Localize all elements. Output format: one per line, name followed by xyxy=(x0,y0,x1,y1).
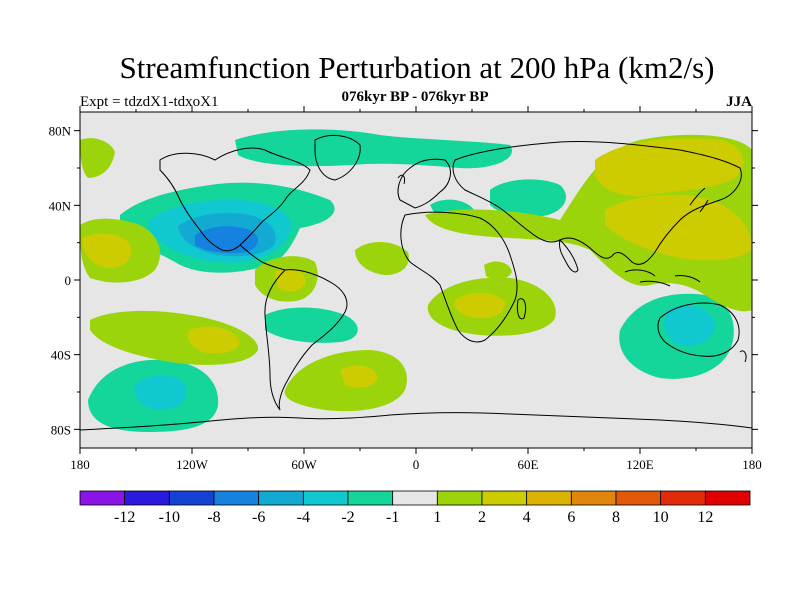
colorbar-swatch xyxy=(615,490,662,506)
lat-label: 80N xyxy=(49,124,72,139)
colorbar-label: -6 xyxy=(252,509,265,526)
chart-subtitle: 076kyr BP - 076kyr BP xyxy=(341,89,489,105)
latitude-labels: 80N 40N 0 40S 80S xyxy=(49,124,72,438)
coastline-uk xyxy=(397,174,405,185)
contour-positive-samerica-mid xyxy=(275,268,306,292)
colorbar-label: 4 xyxy=(523,509,531,526)
colorbar-swatch xyxy=(526,490,572,506)
lat-label: 80S xyxy=(51,422,71,437)
colorbar xyxy=(79,490,751,506)
contour-positive-npacific-mid xyxy=(82,233,132,268)
coastline-japan xyxy=(689,187,709,213)
contour-positive-asia-mid2 xyxy=(605,194,752,261)
lon-label: 180 xyxy=(742,457,762,472)
coastlines xyxy=(80,134,752,431)
coastline-north-america xyxy=(159,147,311,252)
colorbar-label: 2 xyxy=(478,509,486,526)
colorbar-swatch xyxy=(436,490,483,506)
contour-positive-asia-mid xyxy=(595,138,744,197)
chart-title: Streamfunction Perturbation at 200 hPa (… xyxy=(119,50,715,85)
colorbar-swatch xyxy=(347,490,394,506)
colorbar-swatch xyxy=(392,490,438,506)
contour-negative-spacific-mid xyxy=(134,375,187,410)
lon-label: 180 xyxy=(70,457,90,472)
colorbar-swatch xyxy=(660,490,706,506)
colorbar-label: 8 xyxy=(612,509,620,526)
coastline-madagascar xyxy=(516,298,527,320)
colorbar-label: -1 xyxy=(386,509,399,526)
axis-ticks xyxy=(74,106,758,454)
lon-label: 60E xyxy=(518,457,539,472)
coastline-africa xyxy=(400,211,518,343)
contour-positive-tropacific-mid xyxy=(188,326,240,354)
colorbar-swatch xyxy=(168,490,215,506)
lon-label: 120W xyxy=(176,457,209,472)
contour-negative-arctic xyxy=(235,129,512,169)
colorbar-label: 6 xyxy=(567,509,575,526)
contour-negative-namerica-deep xyxy=(195,226,258,254)
colorbar-swatch xyxy=(258,490,304,506)
coastline-australia xyxy=(657,302,740,357)
experiment-label: Expt = tdzdX1-tdxoX1 xyxy=(80,94,219,110)
contour-negative-australia-mid xyxy=(664,305,716,347)
lon-label: 60W xyxy=(291,457,317,472)
contour-fills xyxy=(80,129,752,432)
colorbar-label: 1 xyxy=(433,509,441,526)
colorbar-swatch xyxy=(570,490,617,506)
lat-label: 0 xyxy=(65,273,72,288)
colorbar-swatch xyxy=(481,490,528,506)
lon-label: 0 xyxy=(413,457,420,472)
map-panel xyxy=(80,112,752,448)
colorbar-swatch xyxy=(302,490,349,506)
contour-positive-npacific-west xyxy=(80,138,115,178)
lon-label: 120E xyxy=(626,457,654,472)
coastline-central-america xyxy=(239,244,286,271)
coastline-asia xyxy=(452,141,742,265)
colorbar-labels: -12 -10 -8 -6 -4 -2 -1 1 2 4 6 8 10 12 xyxy=(114,509,713,526)
contour-positive-indian xyxy=(484,261,512,280)
longitude-labels: 180 120W 60W 0 60E 120E 180 xyxy=(70,457,762,472)
coastline-new-zealand xyxy=(739,350,747,363)
coastline-greenland xyxy=(314,134,361,181)
colorbar-swatch xyxy=(79,490,126,506)
contour-negative-satlantic xyxy=(265,307,358,343)
coastline-south-america xyxy=(264,269,348,411)
contour-negative-mideast xyxy=(490,179,567,217)
colorbar-label: 10 xyxy=(653,509,669,526)
colorbar-swatch xyxy=(124,490,170,506)
colorbar-label: 12 xyxy=(697,509,713,526)
coastline-antarctica xyxy=(80,412,752,431)
coastline-india xyxy=(559,239,579,273)
coastline-indonesia xyxy=(624,269,701,287)
colorbar-label: -8 xyxy=(207,509,220,526)
colorbar-swatch xyxy=(704,490,751,506)
lat-label: 40S xyxy=(51,348,71,363)
season-label: JJA xyxy=(726,94,752,110)
colorbar-label: -2 xyxy=(341,509,354,526)
colorbar-label: -10 xyxy=(159,509,180,526)
colorbar-label: -12 xyxy=(114,509,135,526)
contour-positive-satlantic-mid xyxy=(340,365,378,388)
colorbar-label: -4 xyxy=(297,509,310,526)
colorbar-swatch xyxy=(213,490,260,506)
lat-label: 40N xyxy=(49,198,72,213)
contour-positive-safrica-mid xyxy=(454,292,506,319)
contour-positive-eqatlantic xyxy=(355,241,409,275)
